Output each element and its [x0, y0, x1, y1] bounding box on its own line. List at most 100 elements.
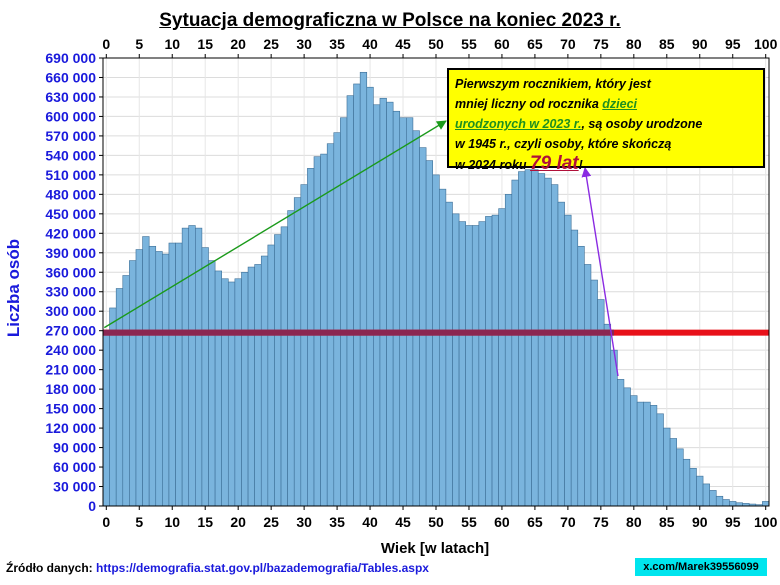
y-axis-label: Liczba osób: [4, 238, 23, 338]
x-tick-label-bottom: 50: [428, 514, 444, 530]
y-tick-label: 0: [88, 498, 96, 514]
x-tick-label-bottom: 25: [263, 514, 279, 530]
bar: [135, 249, 143, 507]
bar: [729, 501, 737, 507]
y-tick-label: 600 000: [45, 108, 96, 124]
x-tick-label-bottom: 85: [659, 514, 675, 530]
annotation-age-highlight: 79 lat: [530, 153, 579, 174]
x-tick-label-top: 45: [395, 36, 411, 52]
bar: [531, 169, 539, 507]
x-tick-label-top: 10: [164, 36, 180, 52]
x-tick-label-top: 70: [560, 36, 576, 52]
bar: [557, 201, 565, 507]
bar: [524, 169, 532, 507]
x-tick-label-bottom: 0: [102, 514, 110, 530]
bar: [221, 278, 229, 507]
bar: [115, 288, 124, 507]
plot-frame: [102, 57, 770, 507]
bar: [181, 227, 190, 507]
y-tick-label: 450 000: [45, 206, 96, 222]
bar: [234, 278, 242, 507]
reference-line: [103, 329, 769, 336]
green-arrow: [103, 120, 447, 329]
bar: [188, 225, 196, 507]
x-tick-label-bottom: 5: [135, 514, 143, 530]
bar: [511, 179, 519, 507]
bar: [254, 264, 262, 507]
y-tick-label: 570 000: [45, 128, 96, 144]
bar: [392, 110, 401, 507]
bar: [208, 260, 216, 507]
bar: [564, 214, 572, 507]
x-tick-label-top: 30: [296, 36, 312, 52]
bar: [709, 490, 717, 507]
y-tick-label: 360 000: [45, 264, 96, 280]
author-handle[interactable]: x.com/Marek39556099: [635, 558, 767, 576]
y-tick-label: 390 000: [45, 245, 96, 261]
x-tick-label-bottom: 15: [197, 514, 213, 530]
y-tick-label: 420 000: [45, 225, 96, 241]
annotation-exclaim: !: [578, 158, 583, 172]
annotation-line-4: w 1945 r., czyli osoby, które skończą: [455, 137, 672, 151]
y-tick-label: 30 000: [53, 479, 96, 495]
bar: [155, 251, 163, 507]
bar: [142, 236, 150, 507]
y-tick-label: 150 000: [45, 401, 96, 417]
bar: [346, 95, 354, 507]
bar: [122, 275, 130, 507]
x-axis-ticks-top: 0 5 10 15 20 25 30 35 40 45 50 55 60 65 70 75 80 85 90 95 10…: [102, 36, 778, 58]
bar: [643, 401, 651, 507]
x-tick-label-bottom: 90: [692, 514, 708, 530]
x-axis-ticks-bottom: 0 5 10 15 20 25 30 35 40 45 50 55 60 65 70 75 80 85 90 95 10…: [102, 506, 778, 530]
y-tick-label: 510 000: [45, 167, 96, 183]
y-tick-label: 120 000: [45, 420, 96, 436]
bar: [287, 210, 295, 507]
data-source-url[interactable]: https://demografia.stat.gov.pl/bazademog…: [96, 561, 429, 575]
x-tick-label-bottom: 60: [494, 514, 510, 530]
x-tick-label-bottom: 70: [560, 514, 576, 530]
bar: [452, 213, 460, 507]
bar: [307, 168, 315, 507]
bar: [412, 130, 420, 507]
bar: [359, 71, 368, 507]
x-tick-label-bottom: 40: [362, 514, 378, 530]
bar: [102, 330, 110, 507]
x-tick-label-top: 90: [692, 36, 708, 52]
y-tick-label: 210 000: [45, 362, 96, 378]
bar: [669, 438, 677, 507]
x-tick-label-bottom: 10: [164, 514, 180, 530]
bar: [584, 264, 592, 507]
x-tick-label-top: 60: [494, 36, 510, 52]
bar: [267, 244, 275, 507]
bar: [623, 387, 631, 507]
annotation-line-5-text: w 2024 roku: [455, 158, 531, 172]
y-axis-ticks: 0 30 000 60 000 90 000 120 000 150 000 180 000…: [45, 50, 103, 514]
y-tick-label: 330 000: [45, 284, 96, 300]
bar: [570, 229, 579, 507]
bar: [445, 201, 453, 507]
x-tick-label-top: 5: [135, 36, 143, 52]
bar: [656, 413, 664, 507]
x-tick-label-bottom: 35: [329, 514, 345, 530]
y-tick-label: 300 000: [45, 303, 96, 319]
x-tick-label-top: 95: [725, 36, 741, 52]
x-tick-label-bottom: 75: [593, 514, 609, 530]
bar: [201, 247, 209, 507]
x-tick-label-bottom: 65: [527, 514, 543, 530]
annotation-line-1: Pierwszym rocznikiem, który jest: [455, 77, 651, 91]
x-tick-label-top: 20: [230, 36, 246, 52]
data-source-label: Źródło danych:: [6, 561, 96, 575]
bar: [650, 405, 658, 507]
x-tick-label-top: 85: [659, 36, 675, 52]
bar: [465, 225, 473, 507]
annotation-line-3-text: , są osoby urodzone: [581, 117, 703, 131]
reference-line-overlap: [103, 329, 615, 336]
bar: [280, 226, 288, 507]
y-tick-label: 240 000: [45, 342, 96, 358]
bar: [689, 468, 697, 507]
bar: [577, 245, 585, 507]
bar: [406, 117, 414, 507]
bar: [148, 245, 157, 507]
y-tick-label: 690 000: [45, 50, 96, 66]
x-tick-label-bottom: 80: [626, 514, 642, 530]
